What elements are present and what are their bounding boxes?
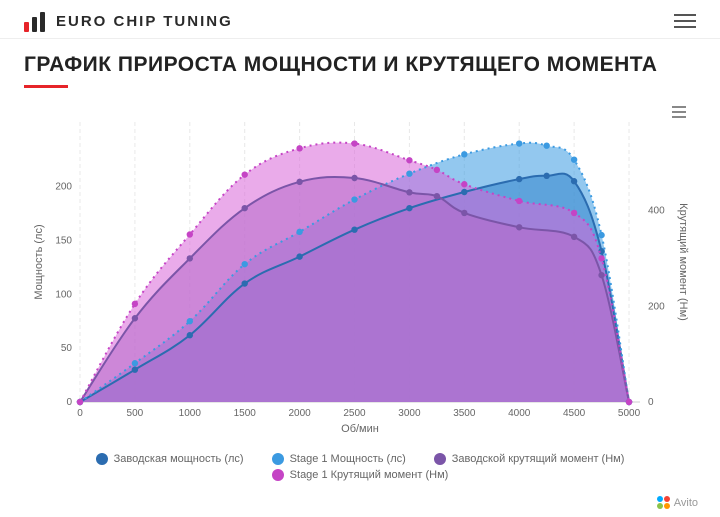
svg-text:2000: 2000 (288, 408, 311, 419)
svg-text:0: 0 (648, 397, 654, 408)
svg-text:400: 400 (648, 206, 665, 217)
svg-text:3000: 3000 (398, 408, 421, 419)
svg-text:Крутящий момент (Нм): Крутящий момент (Нм) (677, 203, 689, 321)
svg-text:500: 500 (127, 408, 144, 419)
legend-item[interactable]: Stage 1 Крутящий момент (Нм) (272, 469, 449, 481)
svg-text:0: 0 (66, 397, 72, 408)
svg-text:2500: 2500 (343, 408, 366, 419)
svg-text:200: 200 (648, 301, 665, 312)
page-title: ГРАФИК ПРИРОСТА МОЩНОСТИ И КРУТЯЩЕГО МОМ… (24, 53, 696, 77)
svg-text:200: 200 (55, 182, 72, 193)
legend: Заводская мощность (лс) Stage 1 Мощность … (20, 449, 700, 481)
svg-text:Мощность (лс): Мощность (лс) (33, 224, 45, 299)
watermark-label: Avito (674, 497, 698, 509)
svg-text:100: 100 (55, 289, 72, 300)
svg-text:1000: 1000 (179, 408, 202, 419)
legend-item[interactable]: Stage 1 Мощность (лс) (272, 453, 406, 465)
svg-text:3500: 3500 (453, 408, 476, 419)
watermark: Avito (657, 496, 698, 509)
svg-text:50: 50 (61, 343, 73, 354)
brand: EURO CHIP TUNING (24, 10, 233, 32)
legend-item[interactable]: Заводской крутящий момент (Нм) (434, 453, 625, 465)
svg-text:4000: 4000 (508, 408, 531, 419)
title-underline (24, 85, 68, 88)
brand-text: EURO CHIP TUNING (56, 13, 233, 30)
logo-icon (24, 10, 48, 32)
svg-text:1500: 1500 (234, 408, 257, 419)
svg-text:0: 0 (77, 408, 83, 419)
power-torque-chart: 0500100015002000250030003500400045005000… (20, 104, 700, 444)
svg-text:4500: 4500 (563, 408, 586, 419)
menu-button[interactable] (674, 14, 696, 28)
svg-text:Об/мин: Об/мин (341, 423, 379, 435)
svg-text:5000: 5000 (618, 408, 641, 419)
chart-menu-button[interactable] (672, 106, 686, 118)
svg-text:150: 150 (55, 235, 72, 246)
legend-item[interactable]: Заводская мощность (лс) (96, 453, 244, 465)
